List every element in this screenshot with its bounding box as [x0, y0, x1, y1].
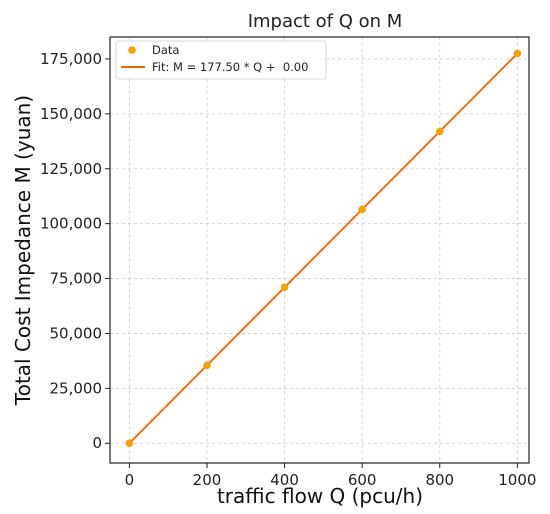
y-tick-label: 50,000 [50, 324, 103, 342]
legend: Data Fit: M = 177.50 * Q + 0.00 [115, 40, 327, 80]
fit-line [128, 52, 518, 444]
x-tick-label: 600 [348, 471, 377, 489]
x-tick-label: 400 [270, 471, 299, 489]
legend-data-marker [128, 46, 136, 54]
x-tick-label: 0 [125, 471, 135, 489]
x-tick-label: 200 [193, 471, 222, 489]
x-tick-label: 800 [425, 471, 454, 489]
y-axis-label: Total Cost Impedance M (yuan) [11, 95, 35, 406]
legend-data-label: Data [152, 43, 179, 57]
fit-line-layer [128, 52, 518, 444]
plot-frame [109, 36, 530, 464]
x-axis-label: traffic flow Q (pcu/h) [217, 484, 423, 508]
y-tick-label: 75,000 [50, 270, 103, 288]
data-points [125, 49, 522, 448]
y-tick-label: 125,000 [40, 160, 102, 178]
y-tick-label: 25,000 [50, 379, 103, 397]
grid [110, 37, 529, 463]
data-point [435, 127, 444, 136]
axis-ticks: 0 200 400 600 800 1000 0 25,000 50,000 75,000 100,… [40, 50, 536, 489]
data-point [203, 361, 211, 370]
legend-box [115, 40, 327, 80]
legend-fit-label: Fit: M = 177.50 * Q + 0.00 [152, 60, 308, 74]
data-point [280, 283, 289, 292]
x-tick-label: 1000 [498, 471, 536, 489]
chart-title: Impact of Q on M [248, 11, 403, 32]
data-point [125, 439, 134, 448]
y-tick-label: 175,000 [40, 50, 102, 68]
y-tick-label: 100,000 [40, 215, 102, 233]
data-point [513, 49, 522, 58]
y-tick-label: 150,000 [40, 105, 102, 123]
data-point [358, 205, 366, 214]
y-tick-label: 0 [92, 434, 102, 452]
